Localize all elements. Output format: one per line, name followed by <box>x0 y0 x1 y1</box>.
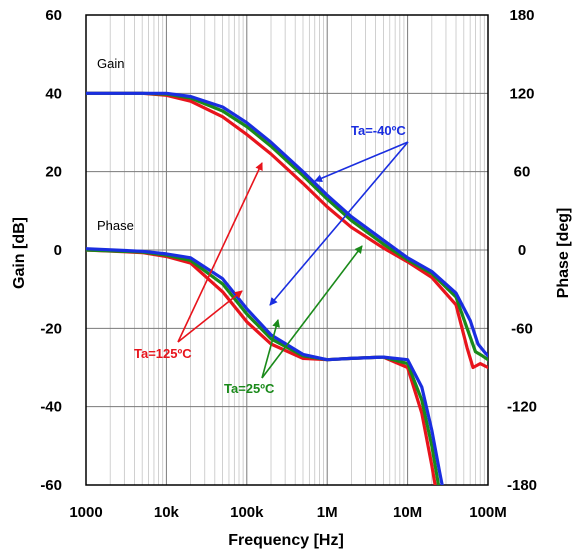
gain-line-125 <box>86 91 488 370</box>
left-tick-label: 20 <box>45 164 62 181</box>
right-tick-label: 120 <box>509 85 534 102</box>
gain-line-25 <box>86 91 488 362</box>
left-tick-labels: 60 40 20 0 -20 -40 -60 <box>40 7 62 494</box>
left-tick-label: 0 <box>54 242 62 259</box>
phase-curve-label: Phase <box>97 218 134 233</box>
gain-line-minus40 <box>86 91 488 358</box>
annotation-arrow-blue <box>269 141 409 306</box>
right-tick-label: -180 <box>507 477 537 494</box>
annotation-ta-125: Ta=125ºC <box>134 346 192 361</box>
right-tick-label: -60 <box>511 320 533 337</box>
x-tick-label: 10M <box>393 504 422 521</box>
right-tick-label: 0 <box>518 242 526 259</box>
right-tick-label: 180 <box>509 7 534 24</box>
x-tick-label: 1000 <box>69 504 102 521</box>
annotation-arrows <box>177 141 409 379</box>
annotation-arrow-green <box>261 319 280 379</box>
y-axis-label-left: Gain [dB] <box>11 217 28 289</box>
phase-line-minus40 <box>86 247 444 485</box>
x-tick-label: 100M <box>469 504 507 521</box>
series-lines <box>86 91 488 485</box>
annotation-ta-minus40: Ta=-40ºC <box>351 123 406 138</box>
x-tick-label: 10k <box>154 504 180 521</box>
left-tick-label: -60 <box>40 477 62 494</box>
annotation-ta-25: Ta=25ºC <box>224 381 275 396</box>
x-axis-label: Frequency [Hz] <box>228 532 344 549</box>
left-tick-label: -40 <box>40 399 62 416</box>
right-tick-label: -120 <box>507 399 537 416</box>
right-tick-labels: 180 120 60 0 -60 -120 -180 <box>507 7 537 494</box>
y-axis-label-right: Phase [deg] <box>555 208 572 299</box>
x-tick-label: 1M <box>317 504 338 521</box>
annotation-arrow-green <box>261 245 363 379</box>
left-tick-label: 40 <box>45 85 62 102</box>
annotation-arrow-red <box>177 162 263 343</box>
annotation-arrow-red <box>177 290 243 343</box>
left-tick-label: 60 <box>45 7 62 24</box>
phase-line-125 <box>86 248 437 485</box>
annotation-arrow-blue <box>314 141 409 182</box>
right-tick-label: 60 <box>514 164 531 181</box>
x-tick-labels: 1000 10k 100k 1M 10M 100M <box>69 504 506 521</box>
x-tick-label: 100k <box>230 504 264 521</box>
gain-curve-label: Gain <box>97 56 124 71</box>
left-tick-label: -20 <box>40 320 62 337</box>
